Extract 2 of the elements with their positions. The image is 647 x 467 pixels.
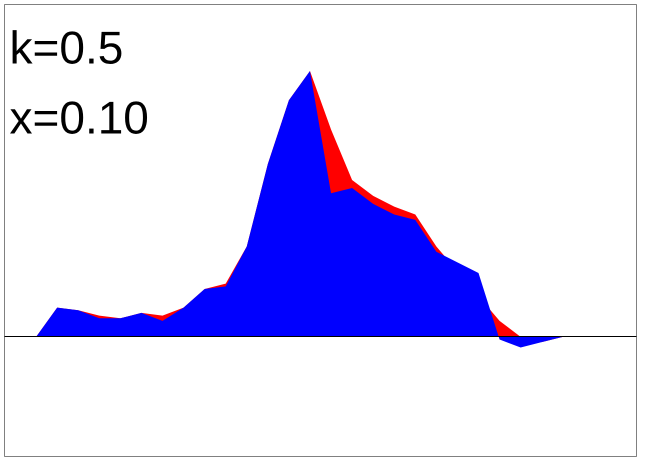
annotation: k=0.5 — [10, 22, 124, 74]
annotation: x=0.10 — [10, 92, 149, 144]
